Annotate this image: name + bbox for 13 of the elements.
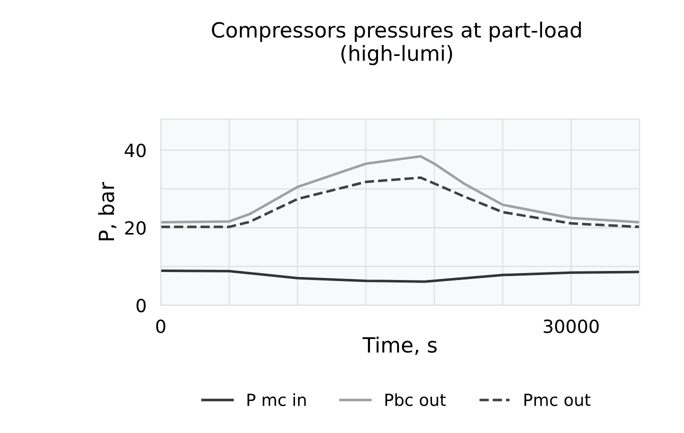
legend-label: Pmc out xyxy=(524,394,590,406)
line-series xyxy=(160,155,640,224)
x-tick-label: 30000 xyxy=(544,319,599,334)
y-axis-title: P, bar xyxy=(98,182,116,240)
x-axis-title: Time, s xyxy=(362,336,437,355)
y-tick-label: 40 xyxy=(124,144,146,158)
chart-title: Compressors pressures at part-load (high-lumi) xyxy=(212,22,581,66)
y-tick-label: 0 xyxy=(136,298,146,312)
legend-label: P mc in xyxy=(248,393,306,406)
line-series xyxy=(160,176,640,228)
y-tick-label: 20 xyxy=(125,221,146,235)
legend-label: Pbc out xyxy=(385,393,446,406)
line-series xyxy=(160,269,640,283)
